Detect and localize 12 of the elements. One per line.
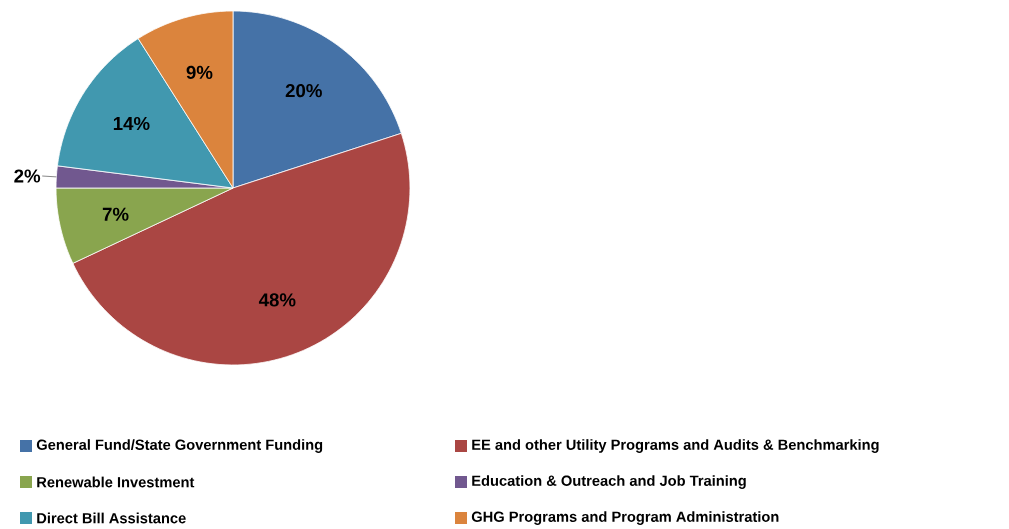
legend-label: General Fund/State Government Funding [36,439,323,453]
data-label: 2% [14,169,41,183]
legend-label: Renewable Investment [37,476,195,488]
legend-label: Education & Outreach and Job Training [472,475,746,489]
data-label: 7% [102,207,129,221]
legend-label: EE and other Utility Programs and Audits & Benchmarking [472,439,879,453]
data-label: 20% [285,84,322,98]
data-label: 14% [113,116,150,131]
legend-label: GHG Programs and Program Administration [471,511,779,525]
data-label: 9% [186,65,213,80]
data-label: 48% [258,293,296,307]
legend-label: Direct Bill Assistance [37,512,186,524]
